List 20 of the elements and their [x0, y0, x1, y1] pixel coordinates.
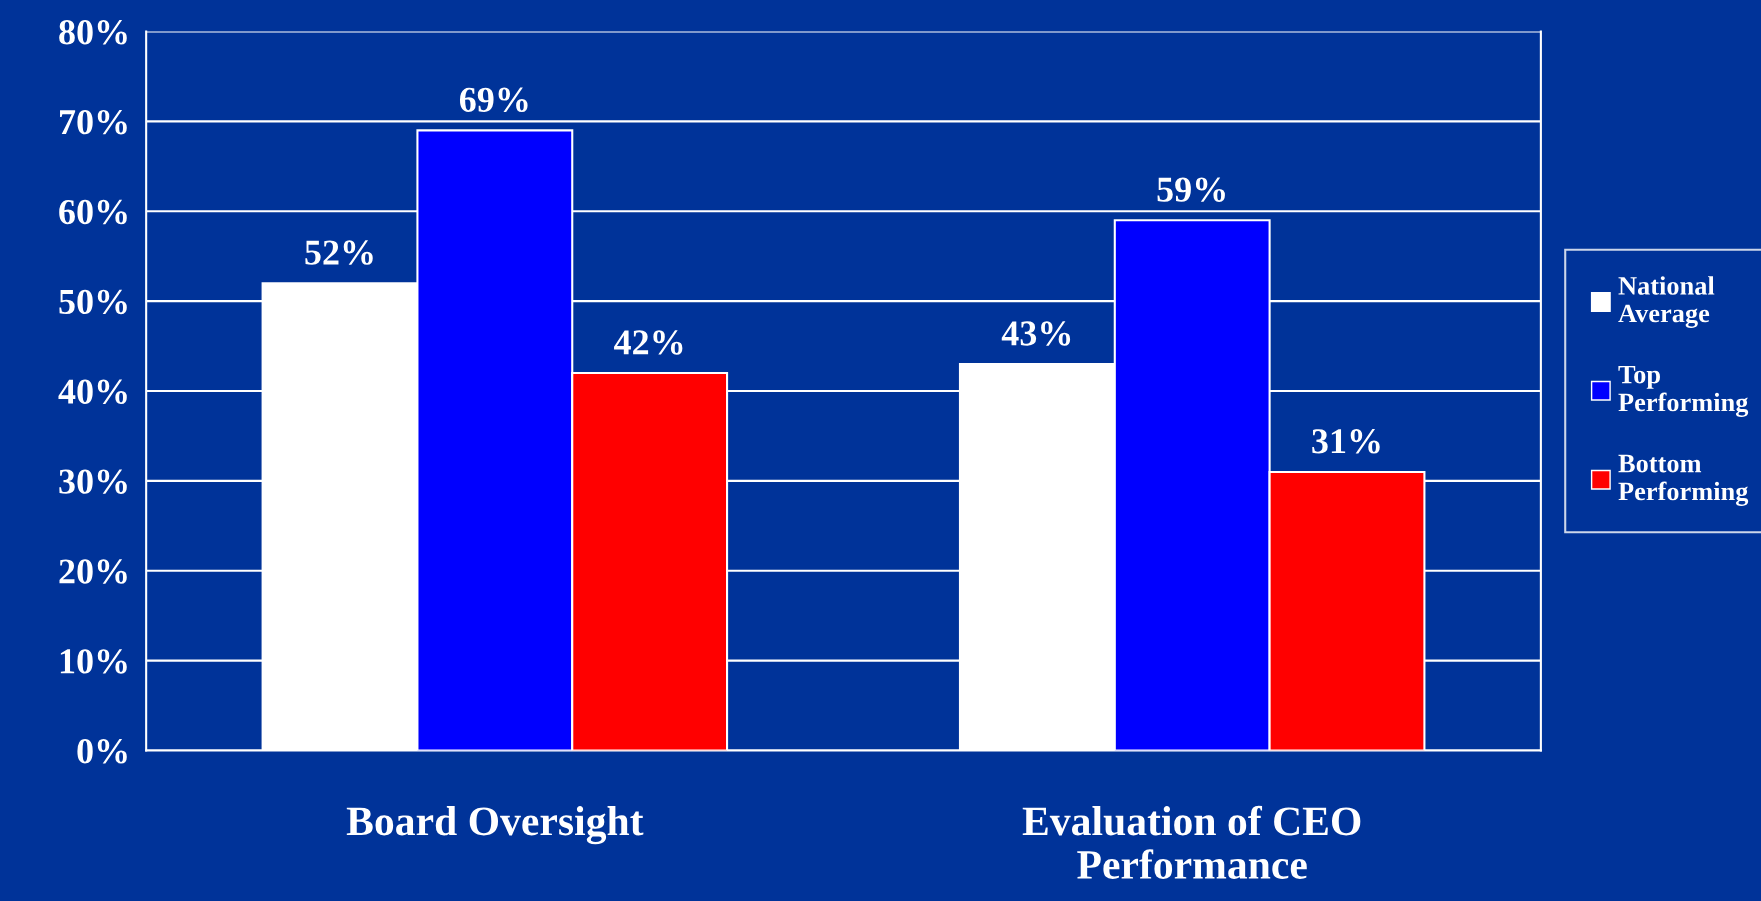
legend-label: National Average: [1618, 276, 1715, 328]
x-tick-label: Board Oversight: [346, 806, 644, 845]
text: 59%: [1157, 177, 1225, 202]
text: 69%: [459, 87, 528, 113]
y-tick-label: 50%: [59, 289, 127, 315]
text: 42%: [614, 330, 683, 355]
y-tick-label: 30%: [59, 469, 127, 494]
text: 31%: [1312, 429, 1380, 454]
legend-label: Bottom Performing: [1618, 454, 1749, 506]
y-tick-label: 40%: [58, 379, 127, 405]
x-tick-label: Evaluation of CEO Performance: [1022, 805, 1361, 879]
y-tick-label: 60%: [59, 199, 127, 225]
text: 43%: [1001, 321, 1071, 346]
y-tick-label: 70%: [60, 109, 127, 135]
legend-label: Top Performing: [1618, 365, 1749, 417]
y-tick-label: 20%: [59, 559, 127, 584]
text: 52%: [305, 240, 373, 265]
y-tick-label: 10%: [60, 649, 127, 674]
y-tick-label: 0%: [77, 739, 127, 764]
y-tick-label: 80%: [59, 20, 127, 45]
